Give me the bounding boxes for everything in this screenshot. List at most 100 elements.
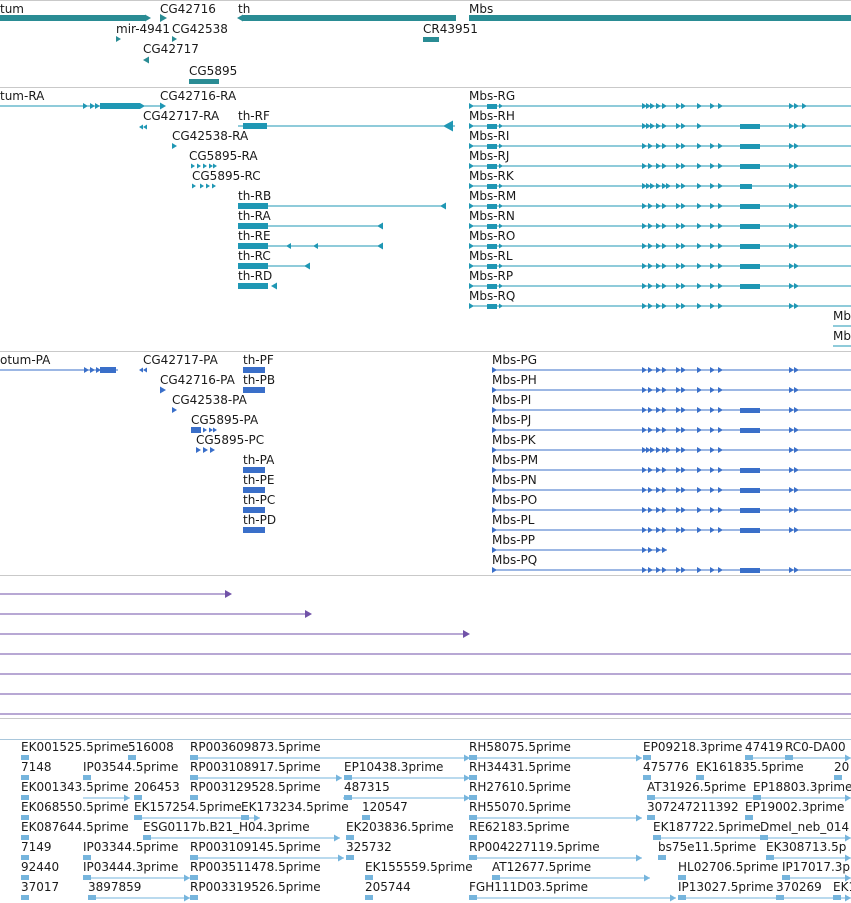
strand-arrow[interactable]: [789, 123, 794, 129]
strand-arrow[interactable]: [789, 427, 794, 433]
alignment-arrow[interactable]: [225, 590, 232, 598]
gene-bar[interactable]: [469, 15, 851, 21]
est-arrow[interactable]: [464, 794, 470, 802]
strand-arrow[interactable]: [710, 427, 715, 433]
exon-block[interactable]: [487, 304, 497, 309]
strand-arrow[interactable]: [656, 283, 661, 289]
strand-arrow[interactable]: [697, 303, 702, 309]
strand-arrow[interactable]: [499, 303, 503, 309]
strand-arrow[interactable]: [271, 282, 277, 290]
est-block[interactable]: [365, 875, 373, 880]
strand-arrow[interactable]: [492, 547, 497, 553]
strand-arrow[interactable]: [789, 243, 794, 249]
strand-arrow[interactable]: [710, 467, 715, 473]
strand-arrow[interactable]: [676, 123, 681, 129]
strand-arrow[interactable]: [160, 386, 166, 394]
strand-arrow[interactable]: [206, 183, 210, 189]
strand-arrow[interactable]: [656, 303, 661, 309]
strand-arrow[interactable]: [648, 203, 653, 209]
strand-arrow[interactable]: [499, 183, 503, 189]
exon-block[interactable]: [100, 367, 116, 373]
gene-arrow[interactable]: [116, 36, 121, 42]
strand-arrow[interactable]: [642, 427, 647, 433]
strand-arrow[interactable]: [492, 447, 497, 453]
strand-arrow[interactable]: [676, 467, 681, 473]
est-arrow[interactable]: [636, 814, 642, 822]
strand-arrow[interactable]: [681, 103, 686, 109]
est-block[interactable]: [643, 755, 651, 760]
exon-block[interactable]: [243, 123, 267, 129]
strand-arrow[interactable]: [794, 223, 799, 229]
strand-arrow[interactable]: [203, 427, 207, 433]
est-block[interactable]: [346, 835, 354, 840]
strand-arrow[interactable]: [642, 527, 647, 533]
strand-arrow[interactable]: [794, 447, 799, 453]
strand-arrow[interactable]: [676, 223, 681, 229]
strand-arrow[interactable]: [213, 427, 217, 433]
strand-arrow[interactable]: [718, 427, 723, 433]
strand-arrow[interactable]: [676, 567, 681, 573]
strand-arrow[interactable]: [656, 123, 661, 129]
strand-arrow[interactable]: [196, 447, 201, 453]
strand-arrow[interactable]: [646, 123, 651, 129]
strand-arrow[interactable]: [710, 567, 715, 573]
strand-arrow[interactable]: [710, 387, 715, 393]
strand-arrow[interactable]: [662, 447, 667, 453]
strand-arrow[interactable]: [650, 447, 655, 453]
est-arrow[interactable]: [644, 874, 650, 882]
strand-arrow[interactable]: [648, 547, 653, 553]
exon-block[interactable]: [740, 468, 752, 473]
strand-arrow[interactable]: [469, 143, 474, 149]
est-arrow[interactable]: [464, 774, 470, 782]
strand-arrow[interactable]: [681, 203, 686, 209]
strand-arrow[interactable]: [648, 467, 653, 473]
strand-arrow[interactable]: [656, 487, 661, 493]
strand-arrow[interactable]: [662, 487, 667, 493]
strand-arrow[interactable]: [648, 387, 653, 393]
exon-block[interactable]: [100, 103, 140, 109]
strand-arrow[interactable]: [642, 263, 647, 269]
est-arrow[interactable]: [338, 854, 344, 862]
gene-track[interactable]: tum CG42716 th Mbs mir-4941 CG42538 CR43951 CG4…: [0, 2, 851, 84]
strand-arrow[interactable]: [681, 467, 686, 473]
strand-arrow[interactable]: [681, 387, 686, 393]
exon-block[interactable]: [487, 204, 497, 209]
strand-arrow[interactable]: [802, 103, 807, 109]
est-arrow[interactable]: [845, 834, 851, 842]
strand-arrow[interactable]: [313, 243, 318, 249]
strand-arrow[interactable]: [656, 243, 661, 249]
strand-arrow[interactable]: [697, 467, 702, 473]
strand-arrow[interactable]: [642, 283, 647, 289]
strand-arrow[interactable]: [676, 427, 681, 433]
est-arrow[interactable]: [670, 894, 676, 902]
strand-arrow[interactable]: [718, 243, 723, 249]
strand-arrow[interactable]: [662, 203, 667, 209]
strand-arrow[interactable]: [697, 163, 702, 169]
strand-arrow[interactable]: [662, 547, 667, 553]
strand-arrow[interactable]: [676, 163, 681, 169]
strand-arrow[interactable]: [469, 223, 474, 229]
strand-arrow[interactable]: [656, 547, 661, 553]
strand-arrow[interactable]: [492, 567, 497, 573]
strand-arrow[interactable]: [681, 223, 686, 229]
exon-block[interactable]: [748, 408, 760, 413]
strand-arrow[interactable]: [697, 527, 702, 533]
strand-arrow[interactable]: [681, 367, 686, 373]
strand-arrow[interactable]: [143, 124, 147, 130]
strand-arrow[interactable]: [492, 387, 497, 393]
alignment-arrow[interactable]: [463, 630, 470, 638]
strand-arrow[interactable]: [697, 407, 702, 413]
strand-arrow[interactable]: [203, 447, 208, 453]
strand-arrow[interactable]: [789, 283, 794, 289]
strand-arrow[interactable]: [192, 183, 196, 189]
strand-arrow[interactable]: [642, 203, 647, 209]
strand-arrow[interactable]: [710, 487, 715, 493]
exon-block[interactable]: [748, 144, 760, 149]
exon-block[interactable]: [740, 184, 752, 189]
strand-arrow[interactable]: [499, 123, 503, 129]
exon-block[interactable]: [740, 124, 752, 129]
strand-arrow[interactable]: [143, 367, 147, 373]
est-arrow[interactable]: [184, 894, 190, 902]
strand-arrow[interactable]: [648, 263, 653, 269]
strand-arrow[interactable]: [789, 447, 794, 453]
